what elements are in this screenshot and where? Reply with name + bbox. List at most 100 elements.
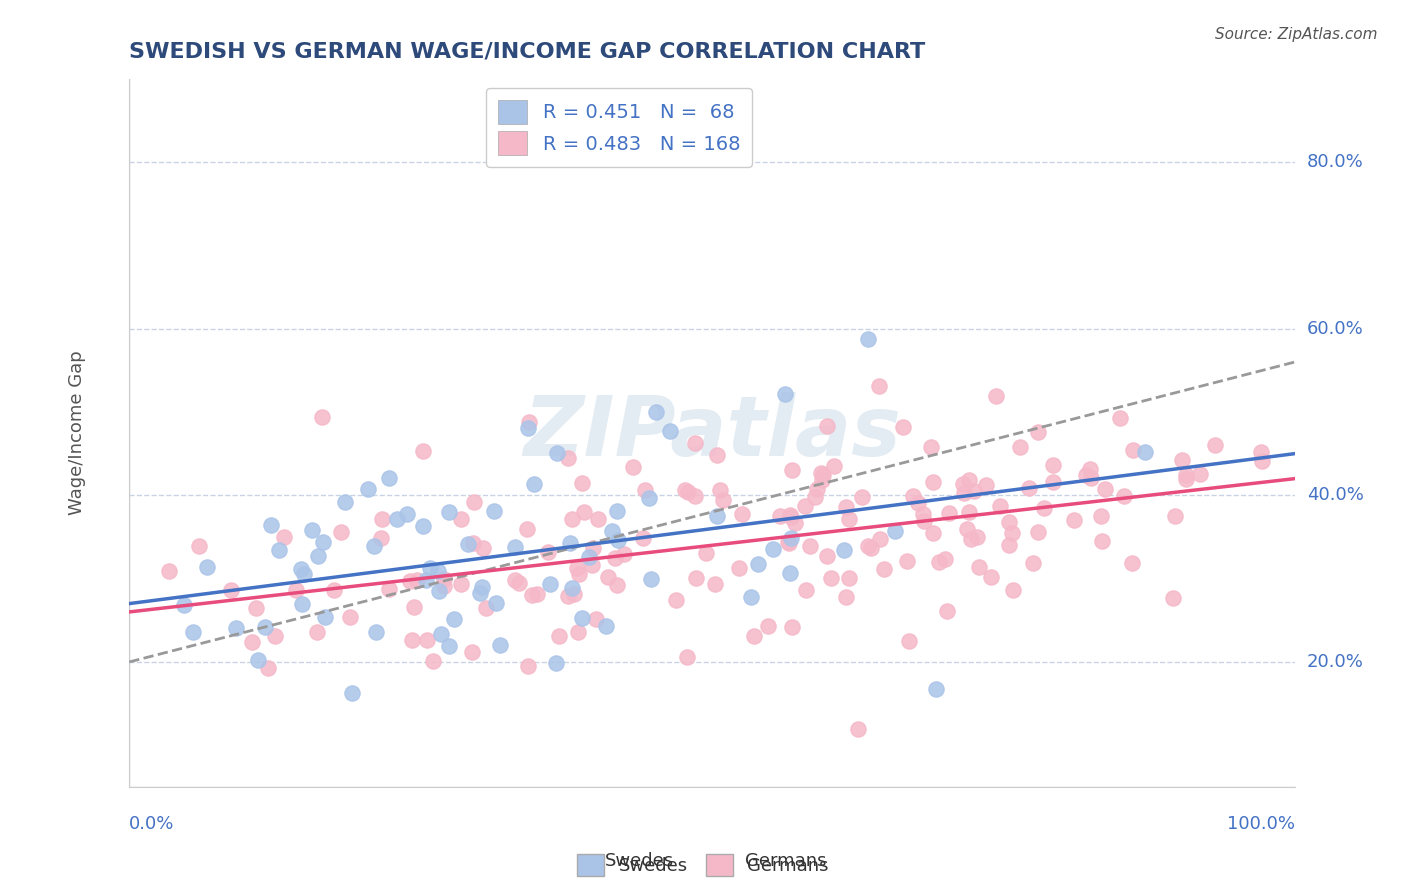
Point: [568, 566, 591, 581]
Text: 100.0%: 100.0%: [1227, 815, 1295, 833]
Point: [562, 587, 585, 601]
Point: [683, 436, 706, 450]
Point: [711, 493, 734, 508]
Point: [366, 624, 388, 639]
Point: [742, 629, 765, 643]
Point: [471, 580, 494, 594]
Point: [1042, 475, 1064, 490]
Point: [811, 473, 834, 487]
Point: [340, 686, 363, 700]
Point: [1026, 425, 1049, 439]
Point: [433, 579, 456, 593]
Point: [225, 621, 247, 635]
Point: [780, 531, 803, 545]
Point: [912, 507, 935, 521]
Point: [922, 526, 945, 541]
Text: Wage/Income Gap: Wage/Income Gap: [67, 351, 86, 516]
Point: [762, 542, 785, 557]
Point: [921, 475, 943, 490]
Point: [1164, 508, 1187, 523]
Point: [1094, 482, 1116, 496]
Point: [1091, 533, 1114, 548]
Point: [260, 518, 283, 533]
Point: [794, 499, 817, 513]
Point: [709, 483, 731, 497]
Point: [606, 533, 628, 548]
Text: 80.0%: 80.0%: [1306, 153, 1364, 171]
Point: [851, 490, 873, 504]
Point: [439, 505, 461, 519]
Point: [953, 486, 976, 500]
Point: [634, 483, 657, 497]
Point: [572, 505, 595, 519]
Point: [457, 536, 479, 550]
Point: [1090, 509, 1112, 524]
Point: [263, 628, 285, 642]
Point: [433, 572, 456, 586]
Point: [780, 620, 803, 634]
Point: [1063, 513, 1085, 527]
Point: [960, 533, 983, 547]
Point: [503, 541, 526, 555]
Point: [422, 654, 444, 668]
Point: [273, 530, 295, 544]
Point: [823, 458, 845, 473]
Point: [578, 549, 600, 564]
Point: [429, 626, 451, 640]
Point: [731, 507, 754, 521]
Point: [820, 571, 842, 585]
Point: [427, 584, 450, 599]
Point: [606, 504, 628, 518]
Point: [605, 550, 627, 565]
Point: [523, 476, 546, 491]
Point: [779, 566, 801, 580]
Point: [416, 632, 439, 647]
Point: [188, 539, 211, 553]
Point: [219, 582, 242, 597]
Point: [838, 571, 860, 585]
Text: Source: ZipAtlas.com: Source: ZipAtlas.com: [1215, 27, 1378, 42]
Point: [600, 524, 623, 538]
Text: 60.0%: 60.0%: [1306, 319, 1364, 337]
Point: [728, 561, 751, 575]
Point: [503, 573, 526, 587]
Point: [846, 722, 869, 736]
Point: [1080, 471, 1102, 485]
Point: [782, 463, 804, 477]
Point: [322, 583, 344, 598]
Point: [450, 577, 472, 591]
Point: [988, 499, 1011, 513]
Point: [292, 566, 315, 581]
Point: [561, 582, 583, 596]
Point: [935, 604, 957, 618]
Point: [799, 539, 821, 553]
Point: [868, 379, 890, 393]
Text: SWEDISH VS GERMAN WAGE/INCOME GAP CORRELATION CHART: SWEDISH VS GERMAN WAGE/INCOME GAP CORREL…: [129, 42, 925, 62]
Point: [1175, 472, 1198, 486]
Point: [595, 618, 617, 632]
Point: [685, 571, 707, 585]
Point: [832, 543, 855, 558]
Point: [779, 508, 801, 522]
Point: [247, 653, 270, 667]
Point: [419, 561, 441, 575]
Point: [794, 582, 817, 597]
Point: [329, 525, 352, 540]
Point: [475, 601, 498, 615]
Point: [835, 590, 858, 604]
Point: [1174, 468, 1197, 483]
Point: [567, 625, 589, 640]
Point: [557, 589, 579, 603]
Point: [463, 495, 485, 509]
Point: [934, 551, 956, 566]
Point: [546, 446, 568, 460]
Point: [967, 560, 990, 574]
Point: [1001, 525, 1024, 540]
Point: [986, 389, 1008, 403]
Point: [858, 332, 880, 346]
Point: [290, 562, 312, 576]
Text: ZIPatlas: ZIPatlas: [523, 392, 901, 474]
Point: [658, 424, 681, 438]
Point: [1250, 445, 1272, 459]
Point: [938, 506, 960, 520]
